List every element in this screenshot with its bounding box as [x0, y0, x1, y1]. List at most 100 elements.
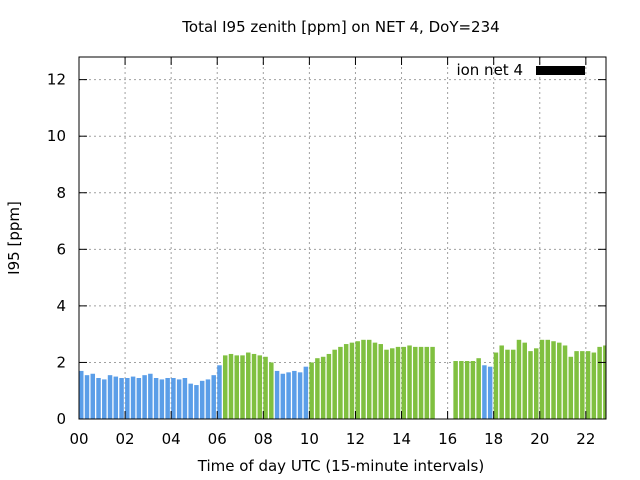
bar [424, 346, 430, 419]
bar [182, 377, 188, 419]
bar [585, 351, 591, 420]
y-tick-label: 6 [56, 240, 66, 258]
bar [430, 346, 435, 419]
bar [297, 372, 303, 419]
legend-swatch [536, 66, 585, 75]
bar [251, 353, 257, 419]
bar [315, 358, 320, 419]
bar [263, 356, 268, 419]
bar [113, 376, 119, 419]
bar [280, 373, 286, 419]
bar [528, 351, 533, 420]
bar [286, 372, 291, 419]
bar [102, 379, 107, 419]
bar [274, 370, 280, 419]
x-tick-label: 06 [208, 430, 227, 448]
bar [159, 379, 165, 419]
legend: ion net 4 [456, 61, 585, 79]
bar [361, 339, 366, 419]
x-tick-label: 04 [162, 430, 181, 448]
legend-label: ion net 4 [456, 61, 523, 79]
bar [366, 339, 372, 419]
bar [96, 377, 101, 419]
y-tick-label: 12 [47, 71, 66, 89]
x-tick-label: 10 [300, 430, 319, 448]
bar [534, 348, 539, 419]
bar [257, 355, 263, 419]
bar [378, 344, 383, 419]
y-tick-label: 8 [56, 184, 66, 202]
bar [499, 345, 504, 419]
bar [90, 373, 96, 419]
bar [303, 366, 309, 419]
plot-border [78, 56, 607, 420]
bar [199, 380, 205, 419]
bar [125, 377, 130, 419]
chart-title: Total I95 zenith [ppm] on NET 4, DoY=234 [181, 18, 499, 36]
bar [79, 370, 84, 419]
grid-lines [79, 57, 606, 419]
bar [228, 353, 234, 419]
bar [505, 349, 510, 419]
bars-group [79, 339, 606, 420]
bar [557, 342, 562, 419]
bar [84, 375, 90, 419]
bar [407, 345, 412, 419]
bar [545, 339, 551, 419]
bar [562, 345, 568, 419]
bar [349, 342, 355, 419]
x-axis-label: Time of day UTC (15-minute intervals) [197, 457, 484, 475]
bar [217, 365, 222, 419]
bar [130, 376, 136, 419]
x-tick-label: 12 [346, 430, 365, 448]
bar [222, 355, 228, 419]
x-tick-label: 08 [254, 430, 273, 448]
bar [418, 346, 424, 419]
bar [171, 377, 176, 419]
bar [459, 361, 464, 419]
bar [539, 339, 545, 419]
bar [551, 341, 556, 419]
bar [574, 351, 579, 420]
bar [292, 370, 297, 419]
y-tick-label: 10 [47, 127, 66, 145]
bar [107, 375, 113, 419]
bar [597, 346, 602, 419]
bar [482, 365, 487, 419]
bar [119, 377, 124, 419]
bar [464, 361, 470, 419]
y-tick-label: 0 [56, 410, 66, 428]
x-tick-label: 20 [530, 430, 549, 448]
bar [246, 352, 251, 419]
bar [384, 349, 389, 419]
bar [390, 348, 395, 419]
x-tick-label: 16 [438, 430, 457, 448]
bar [194, 385, 199, 419]
bar [355, 341, 360, 419]
bar [338, 346, 343, 419]
bar [395, 346, 401, 419]
bar [470, 361, 476, 419]
bar [211, 375, 216, 419]
x-tick-label: 18 [484, 430, 503, 448]
bar [205, 379, 211, 419]
bar [487, 366, 493, 419]
bar [188, 383, 193, 419]
bar [343, 344, 349, 419]
bar [176, 379, 182, 419]
bar [148, 373, 153, 419]
bar [591, 352, 597, 419]
bar [372, 342, 378, 419]
bar [493, 352, 499, 419]
bar [332, 349, 337, 419]
x-tick-label: 14 [392, 430, 411, 448]
bar [320, 356, 326, 419]
bar [522, 342, 527, 419]
bar [142, 375, 147, 419]
bar [326, 353, 332, 419]
y-tick-label: 2 [56, 353, 66, 371]
bar [269, 362, 274, 419]
bar [476, 358, 481, 419]
